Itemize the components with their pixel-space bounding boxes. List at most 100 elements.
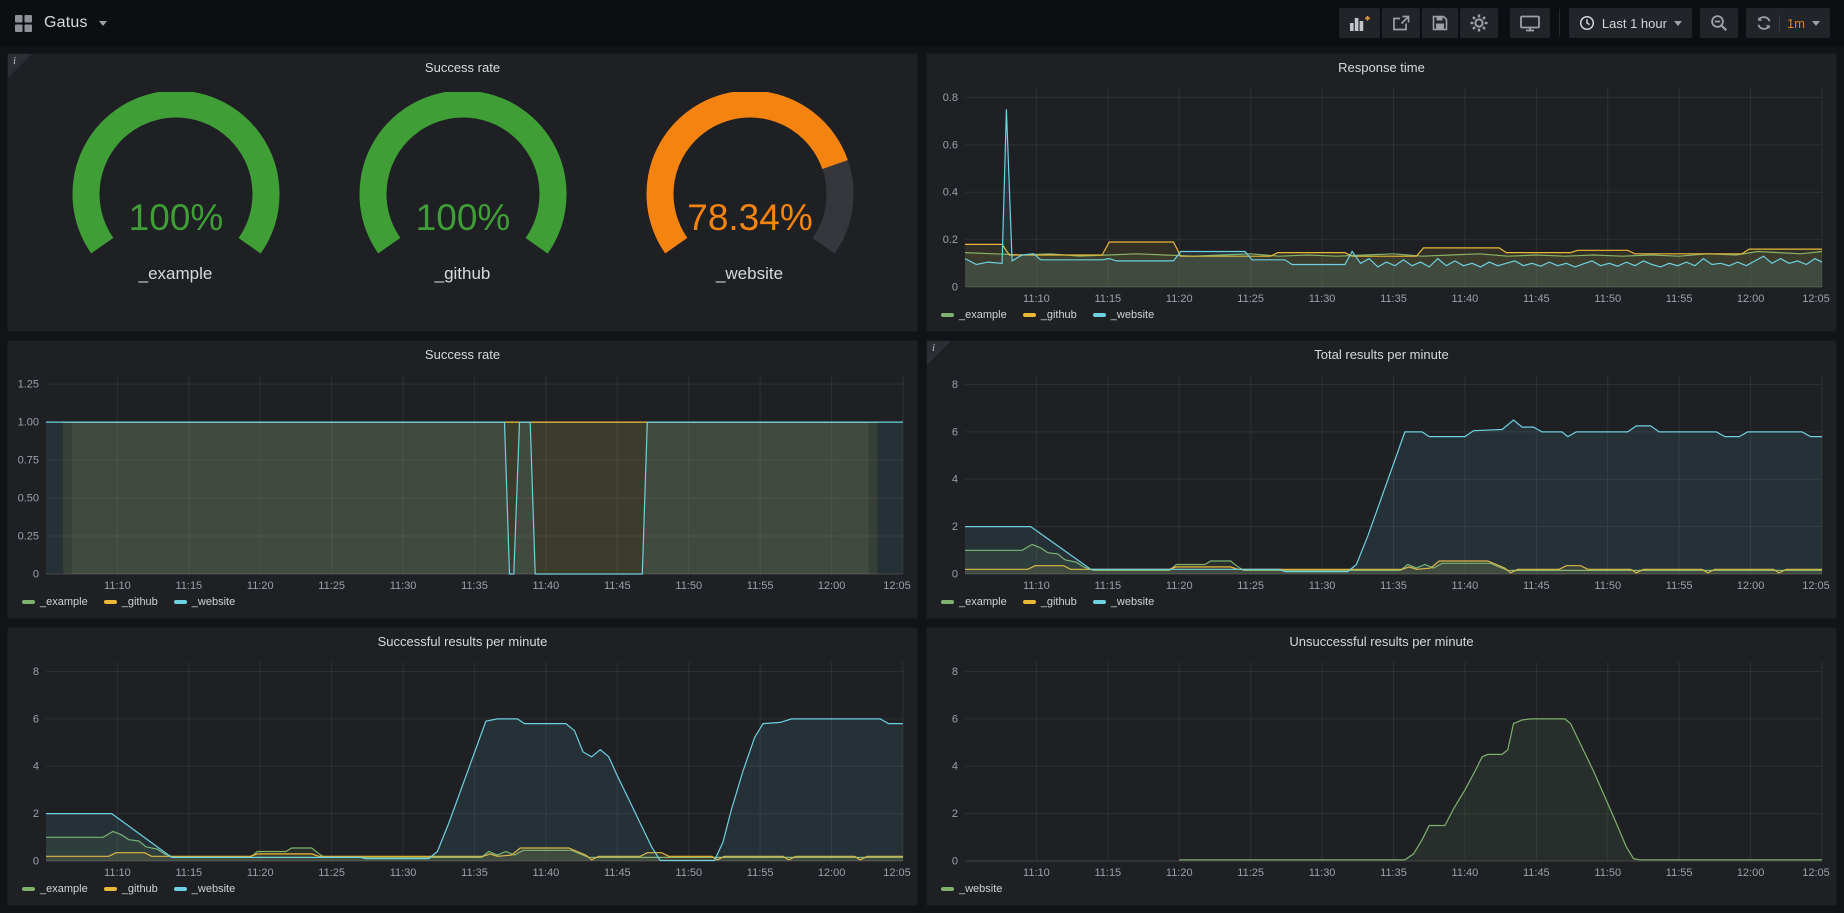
gauge-value-arc [359,92,566,288]
legend-color-marker [1022,313,1036,317]
x-axis-tick-label: 11:10 [1023,580,1050,592]
x-axis-tick-label: 11:30 [390,580,417,592]
x-axis-tick-label: 11:20 [1166,293,1193,305]
series-line-_website [964,109,1823,268]
legend-label: _example [959,596,1007,608]
legend-item-_website[interactable]: _website [1092,309,1154,321]
legend-item-_github[interactable]: _github [1022,596,1077,608]
legend-item-_website[interactable]: _website [941,883,1002,895]
x-axis-tick-label: 11:40 [533,867,560,879]
x-axis-tick-label: 11:35 [461,580,488,592]
y-axis-tick-label: 0.4 [943,187,958,199]
panel-title[interactable]: Unsuccessful results per minute [1289,634,1474,649]
x-axis-tick-label: 11:50 [675,580,702,592]
clock-icon [1579,15,1594,31]
chart-plot[interactable]: 0 2 4 6 8 11:10 11:15 11:20 11:25 11:30 11:35 11:40… [8,654,917,881]
x-axis-tick-label: 11:15 [175,867,202,879]
dashboard-title[interactable]: Gatus [44,14,88,31]
y-axis-tick-label: 0 [33,569,39,581]
panel-successful-results-per-minute: Successful results per minute 0 2 4 6 8 11:10… [8,628,917,905]
x-axis-tick-label: 12:05 [883,580,911,592]
chart-canvas[interactable]: 0 0.25 0.50 0.75 1.00 1.25 11:10 11:15 11:20 11:2… [8,367,917,594]
settings-button[interactable] [1459,8,1498,38]
panel-info-corner[interactable] [8,54,32,78]
x-axis-tick-label: 11:20 [1166,867,1193,879]
chart-canvas[interactable]: 0 0.2 0.4 0.6 0.8 11:10 11:15 11:20 11:25 11:30 11… [927,80,1836,307]
share-button[interactable] [1381,8,1420,38]
legend-item-_github[interactable]: _github [1022,309,1077,321]
x-axis-tick-label: 11:30 [1309,867,1336,879]
legend-label: _github [1040,596,1077,608]
x-axis-tick-label: 11:55 [1666,293,1693,305]
legend-item-_website[interactable]: _website [1092,596,1154,608]
legend-item-_github[interactable]: _github [103,883,158,895]
x-axis-tick-label: 12:00 [1737,293,1765,305]
x-axis-tick-label: 11:10 [104,867,131,879]
y-axis-tick-label: 0.25 [18,531,39,543]
panel-title[interactable]: Success rate [424,347,501,362]
zoom-out-button[interactable] [1699,8,1738,38]
chart-legend: _example _github _website [8,594,917,618]
toolbar-divider [1558,9,1560,37]
series-fill-_github [63,422,878,574]
gauge-value-text: 78.34% [687,197,813,238]
legend-item-_example[interactable]: _example [941,309,1007,321]
panel-title[interactable]: Success rate [424,60,501,75]
legend-item-_example[interactable]: _example [941,596,1007,608]
legend-item-_example[interactable]: _example [22,883,88,895]
legend-item-_github[interactable]: _github [103,596,158,608]
panel-title[interactable]: Successful results per minute [377,634,548,649]
gauge-canvas: 100% [72,92,279,288]
chart-plot[interactable]: 0 2 4 6 8 11:10 11:15 11:20 11:25 11:30 11:35 11:40… [927,367,1836,594]
y-axis-tick-label: 1.00 [18,417,39,429]
series-line-_github [965,241,1822,257]
legend-label: _example [40,883,88,895]
legend-label: _website [191,596,236,608]
legend-label: _github [121,596,158,608]
legend-item-_example[interactable]: _example [22,596,88,608]
x-axis-tick-label: 11:10 [104,580,131,592]
chart-plot[interactable]: 0 0.25 0.50 0.75 1.00 1.25 11:10 11:15 11:20 11:2… [8,367,917,594]
legend-label: _example [40,596,88,608]
chart-canvas[interactable]: 0 2 4 6 8 11:10 11:15 11:20 11:25 11:30 11:35 11:40… [927,367,1836,594]
x-axis-tick-label: 11:25 [1237,293,1264,305]
x-axis-tick-label: 12:05 [1802,867,1830,879]
refresh-icon[interactable] [1756,15,1772,31]
grid-menu-icon[interactable] [14,14,33,33]
x-axis-tick-label: 11:35 [1380,580,1407,592]
y-axis-tick-label: 2 [952,521,958,533]
gauge-canvas: 100% [359,92,566,288]
legend-item-_website[interactable]: _website [173,596,236,608]
y-axis-tick-label: 0.75 [18,455,39,467]
legend-color-marker [173,600,187,604]
chart-plot[interactable]: 0 0.2 0.4 0.6 0.8 11:10 11:15 11:20 11:25 11:30 11… [927,80,1836,307]
x-axis-tick-label: 11:40 [1452,580,1479,592]
legend-label: _website [191,883,236,895]
chart-plot[interactable]: 0 2 4 6 8 11:10 11:15 11:20 11:25 11:30 11:35 11:40… [927,654,1836,881]
x-axis-tick-label: 11:50 [1594,293,1621,305]
y-axis-tick-label: 6 [33,713,39,725]
refresh-interval-label[interactable]: 1m [1786,15,1805,31]
series-fill-_website [965,109,1822,287]
legend-color-marker [173,887,187,891]
tv-mode-button[interactable] [1509,8,1550,38]
y-axis-tick-label: 8 [952,379,958,391]
legend-color-marker [941,887,954,891]
panel-title[interactable]: Total results per minute [1314,347,1449,362]
save-button[interactable] [1421,8,1458,38]
panel-info-corner[interactable] [927,341,951,365]
chevron-down-icon[interactable] [1812,20,1820,26]
chart-canvas[interactable]: 0 2 4 6 8 11:10 11:15 11:20 11:25 11:30 11:35 11:40… [927,654,1836,881]
chart-canvas[interactable]: 0 2 4 6 8 11:10 11:15 11:20 11:25 11:30 11:35 11:40… [8,654,917,881]
chevron-down-icon[interactable] [98,20,107,26]
panel-title[interactable]: Response time [1338,60,1425,75]
gauge-value-arc [646,92,853,288]
x-axis-tick-label: 11:25 [1237,867,1264,879]
series-line-_website [1179,718,1822,861]
panel-success-rate: Success rate 0 0.25 0.50 0.75 1.00 1.25 11:10 1… [8,341,917,618]
legend-item-_website[interactable]: _website [173,883,236,895]
time-range-picker[interactable]: Last 1 hour [1568,8,1692,38]
add-panel-button[interactable] [1338,8,1380,38]
x-axis-tick-label: 11:50 [1594,580,1621,592]
series-fill-_website [46,718,903,861]
